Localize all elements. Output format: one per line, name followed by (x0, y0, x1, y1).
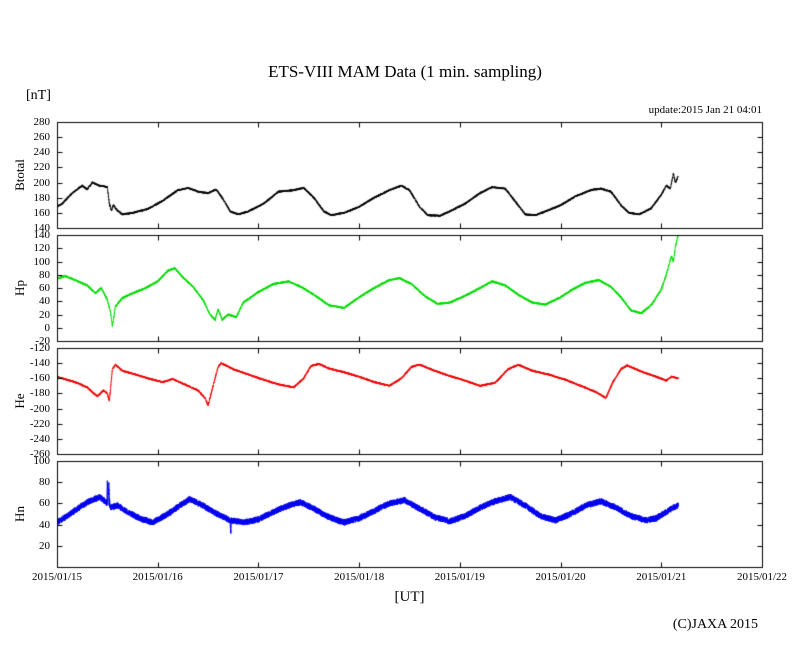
y-tick-label: 40 (39, 295, 50, 308)
y-tick-label: 280 (33, 116, 51, 128)
y-tick-label: 80 (39, 476, 50, 489)
y-axis-name: He (12, 393, 27, 409)
y-tick-label: 140 (33, 222, 51, 234)
y-tick-label: -160 (29, 372, 50, 385)
y-tick-label: -220 (29, 417, 50, 430)
y-tick-label: -200 (29, 402, 50, 415)
y-tick-label: 100 (33, 455, 51, 467)
x-tick-label: 2015/01/19 (434, 571, 485, 583)
y-tick-label: 0 (44, 321, 51, 334)
y-tick-label: 60 (39, 497, 50, 510)
x-tick-label: 2015/01/21 (636, 571, 687, 583)
y-tick-label: 200 (33, 176, 51, 189)
y-tick-label: 120 (33, 242, 51, 255)
x-tick-label: 2015/01/18 (334, 571, 385, 583)
y-axis-name: Hn (12, 506, 27, 522)
update-timestamp: update:2015 Jan 21 04:01 (648, 104, 762, 116)
x-tick-label: 2015/01/17 (233, 571, 284, 583)
y-tick-label: 20 (39, 308, 50, 321)
y-unit-label: [nT] (26, 88, 51, 103)
x-tick-label: 2015/01/16 (132, 571, 183, 583)
x-tick-label: 2015/01/22 (736, 571, 788, 583)
y-tick-label: -20 (35, 335, 50, 347)
y-tick-label: 240 (33, 146, 51, 159)
x-tick-label: 2015/01/20 (535, 571, 586, 583)
y-tick-label: 40 (39, 518, 50, 531)
y-tick-label: 220 (33, 161, 51, 174)
y-tick-label: -260 (29, 448, 50, 460)
y-tick-label: 20 (39, 539, 50, 552)
x-tick-label: 2015/01/15 (31, 571, 83, 583)
chart-title: ETS-VIII MAM Data (1 min. sampling) (268, 62, 542, 81)
y-tick-label: 180 (33, 191, 51, 204)
y-axis-name: Btotal (12, 159, 27, 191)
y-axis-name: Hp (12, 280, 27, 296)
y-tick-label: -140 (29, 357, 50, 370)
y-tick-label: -180 (29, 387, 50, 400)
y-tick-label: -240 (29, 432, 50, 445)
x-axis-label: [UT] (394, 589, 425, 605)
copyright-label: (C)JAXA 2015 (672, 617, 758, 632)
y-tick-label: 60 (39, 282, 50, 294)
y-tick-label: 140 (33, 229, 51, 241)
y-tick-label: 80 (39, 268, 50, 281)
y-tick-label: 160 (33, 206, 51, 219)
y-tick-label: -120 (29, 342, 50, 354)
y-tick-label: 260 (33, 131, 51, 144)
y-tick-label: 100 (33, 255, 51, 268)
